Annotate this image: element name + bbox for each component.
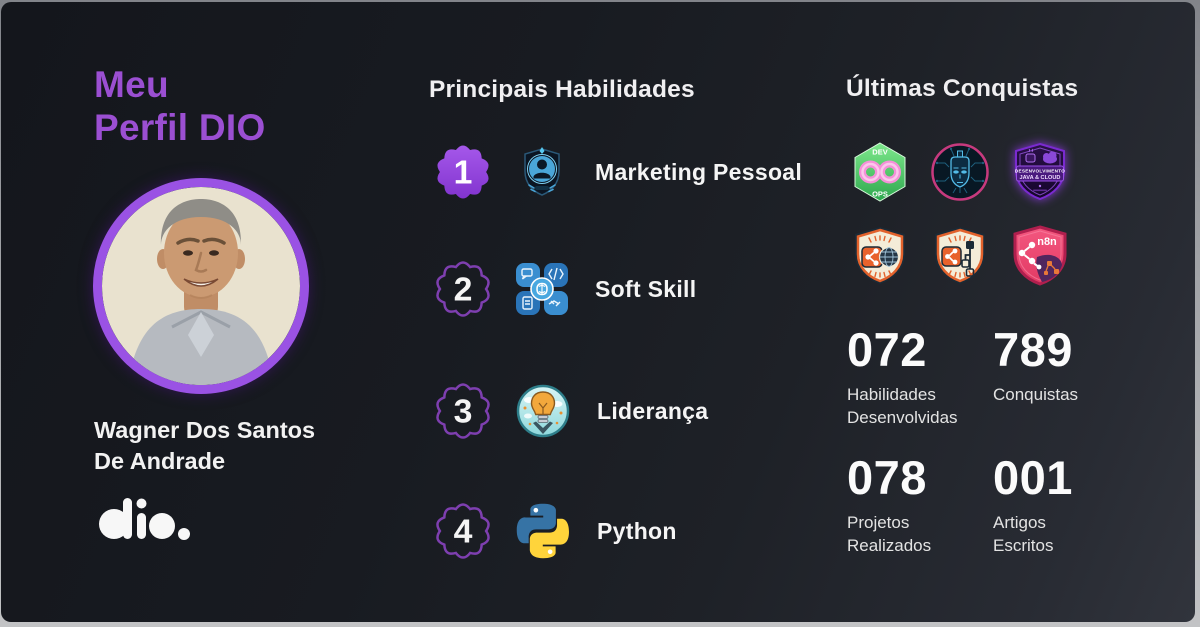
stat-label: Artigos Escritos bbox=[993, 512, 1054, 555]
web-share-badge bbox=[855, 227, 905, 284]
devops-badge-text-top: DEV bbox=[872, 148, 887, 157]
avatar bbox=[93, 178, 309, 394]
java-cloud-badge-line1: DESENVOLVIMENTO bbox=[1015, 169, 1065, 174]
leadership-lightbulb-icon bbox=[516, 384, 570, 438]
rank-3-number: 3 bbox=[454, 393, 473, 431]
devops-badge-text-bottom: OPS bbox=[872, 190, 888, 199]
stat-projetos: 078 Projetos Realizados bbox=[847, 452, 997, 558]
skill-label: Soft Skill bbox=[595, 275, 697, 302]
avatar-portrait-illustration bbox=[102, 187, 300, 385]
rank-3-badge-icon: 3 bbox=[436, 383, 490, 439]
rank-2-badge-icon: 2 bbox=[436, 261, 490, 317]
devops-badge: DEV OPS bbox=[854, 142, 906, 202]
n8n-badge-label: n8n bbox=[1037, 236, 1057, 248]
stat-label: Habilidades Desenvolvidas bbox=[847, 384, 958, 427]
avatar-photo bbox=[102, 187, 300, 385]
python-logo-icon bbox=[516, 503, 569, 559]
rank-1-badge-icon: 1 bbox=[437, 145, 489, 199]
achievement-badges-grid: DEV OPS DE bbox=[849, 141, 1071, 287]
stat-artigos: 001 Artigos Escritos bbox=[993, 452, 1143, 558]
stat-value: 078 bbox=[847, 451, 927, 504]
flowchart-share-badge bbox=[935, 227, 985, 284]
skill-row-python: 4 Python bbox=[431, 499, 677, 563]
stat-habilidades: 072 Habilidades Desenvolvidas bbox=[847, 324, 997, 430]
stat-value: 072 bbox=[847, 323, 927, 376]
skill-label: Liderança bbox=[597, 397, 709, 424]
stat-label: Projetos Realizados bbox=[847, 512, 932, 555]
profile-name-line2: De Andrade bbox=[94, 447, 226, 474]
skill-label: Python bbox=[597, 517, 677, 544]
skills-heading: Principais Habilidades bbox=[429, 76, 695, 103]
page-title: Meu Perfil DIO bbox=[94, 64, 266, 150]
page-title-line1: Meu bbox=[94, 64, 169, 105]
java-cloud-badge-line2: JAVA & CLOUD bbox=[1020, 175, 1061, 181]
stat-value: 789 bbox=[993, 323, 1073, 376]
soft-skill-clover-icon bbox=[516, 263, 568, 315]
stat-conquistas: 789 Conquistas bbox=[993, 324, 1143, 407]
dio-logo bbox=[99, 498, 190, 540]
stat-label: Conquistas bbox=[993, 384, 1079, 404]
skill-row-soft-skill: 2 Soft Skill bbox=[431, 257, 696, 321]
skill-row-lideranca: 3 Liderança bbox=[431, 379, 708, 443]
profile-name-line1: Wagner Dos Santos bbox=[94, 417, 316, 443]
skill-label: Marketing Pessoal bbox=[595, 158, 803, 185]
ai-face-badge bbox=[931, 143, 989, 201]
profile-name: Wagner Dos Santos De Andrade bbox=[94, 415, 315, 476]
page-title-line2: Perfil DIO bbox=[94, 106, 266, 148]
rank-4-badge-icon: 4 bbox=[436, 503, 490, 559]
stat-value: 001 bbox=[993, 451, 1073, 504]
skill-row-marketing-pessoal: 1 Marketing Pessoal bbox=[431, 140, 802, 204]
rank-4-number: 4 bbox=[454, 513, 473, 551]
rank-2-number: 2 bbox=[454, 271, 473, 309]
java-cloud-badge: DESENVOLVIMENTO JAVA & CLOUD bbox=[1015, 142, 1065, 201]
rank-1-number: 1 bbox=[454, 154, 473, 192]
personal-marketing-badge-icon bbox=[524, 147, 560, 196]
n8n-badge: n8n bbox=[1013, 225, 1067, 286]
achievements-heading: Últimas Conquistas bbox=[846, 75, 1079, 102]
